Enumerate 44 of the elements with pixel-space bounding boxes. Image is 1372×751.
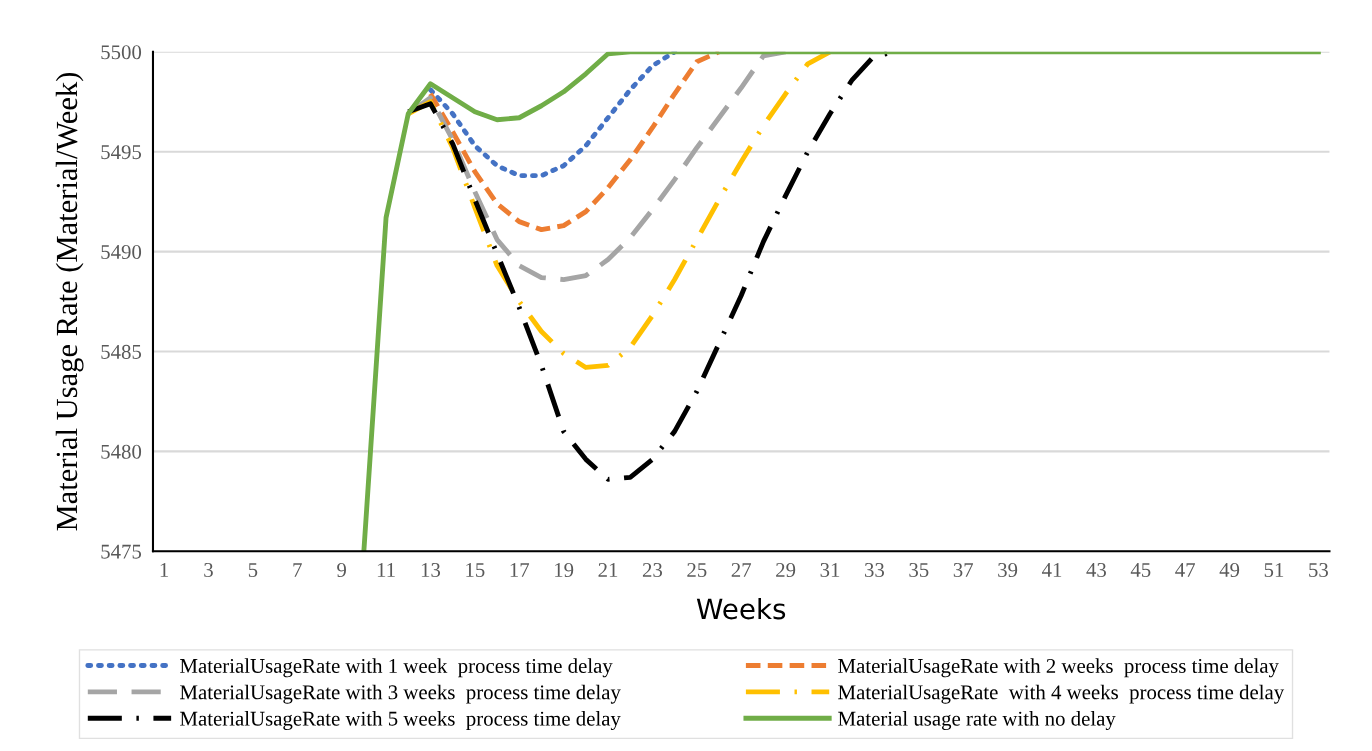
x-tick-label: 51 [1264,563,1284,578]
x-tick-label: 5 [248,563,258,578]
x-tick-label: 13 [421,563,441,578]
y-tick-label: 5490 [101,244,142,260]
x-tick-label: 41 [1041,563,1062,577]
y-tick-label: 5475 [101,544,142,559]
x-tick-label: 23 [642,563,663,578]
x-tick-label: 45 [1130,563,1151,578]
y-tick-label: 5495 [101,145,142,160]
x-tick-label: 43 [1086,563,1106,578]
x-tick-label: 15 [466,563,485,578]
y-tick-label: 5500 [101,45,142,60]
x-tick-label: 35 [909,563,929,578]
legend-label: Material usage rate with no delay [838,711,1116,730]
y-tick-label: 5485 [101,344,142,359]
y-tick-label: 5480 [101,444,142,459]
x-tick-label: 1 [160,563,169,577]
legend-label: MaterialUsageRate with 4 weeks process time delay [838,684,1285,704]
x-tick-label: 31 [820,563,840,578]
x-tick-label: 7 [293,563,302,577]
line-series [361,51,1321,552]
x-tick-label: 17 [510,563,530,577]
x-tick-label: 49 [1219,563,1240,578]
y-axis-title: Material Usage Rate (Material/Week) [55,72,84,531]
legend-label: MaterialUsageRate with 1 week process time delay [180,658,613,678]
x-tick-label: 25 [687,563,707,578]
x-axis-title: Weeks [696,597,786,620]
x-tick-label: 39 [998,563,1018,578]
x-tick-label: 53 [1309,563,1328,578]
x-tick-label: 27 [731,563,752,577]
x-tick-label: 47 [1175,563,1195,577]
x-tick-label: 9 [337,563,347,578]
x-tick-label: 29 [776,563,796,578]
x-tick-label: 19 [555,563,574,578]
line-series [428,51,678,179]
x-tick-label: 37 [953,563,974,578]
legend-label: MaterialUsageRate with 2 weeks process time delay [838,658,1279,678]
legend-label: MaterialUsageRate with 3 weeks process time delay [180,684,621,704]
x-tick-label: 11 [377,563,395,577]
x-tick-label: 3 [204,563,213,578]
legend-label: MaterialUsageRate with 5 weeks process time delay [180,711,621,730]
x-tick-label: 33 [864,563,885,578]
x-tick-label: 21 [598,563,618,577]
line-series [428,51,722,233]
